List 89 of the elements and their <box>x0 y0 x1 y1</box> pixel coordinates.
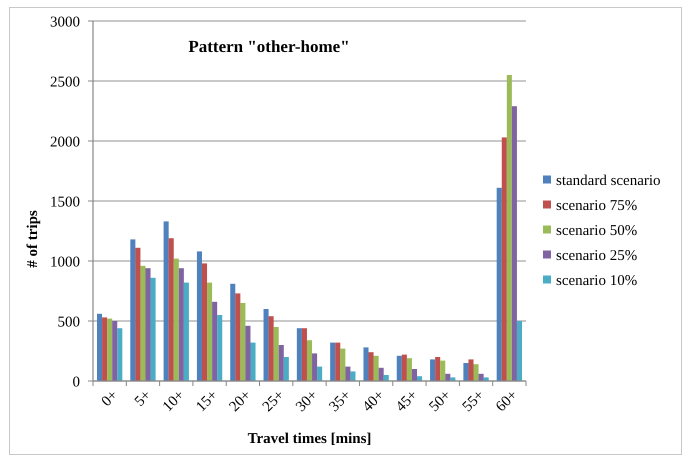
bar <box>516 321 522 381</box>
bar <box>217 315 222 381</box>
bar <box>374 356 379 381</box>
bar <box>184 282 189 381</box>
x-tick-label: 55+ <box>460 387 488 416</box>
bar <box>406 358 412 381</box>
bar <box>268 316 274 381</box>
bar <box>302 328 307 381</box>
x-axis-title: Travel times [mins] <box>248 431 372 447</box>
y-axis-title: # of trips <box>25 210 41 268</box>
bar <box>384 375 389 381</box>
bar <box>296 328 302 381</box>
bar <box>284 357 289 381</box>
bar <box>474 364 479 381</box>
bar <box>463 363 468 381</box>
legend-label: scenario 10% <box>556 272 638 289</box>
bar <box>412 369 418 381</box>
bar <box>340 348 346 381</box>
y-tick-label: 1500 <box>50 194 80 210</box>
text: Pattern "other-home" <box>188 37 350 56</box>
bar <box>202 263 208 381</box>
bar <box>240 303 246 381</box>
bar <box>245 326 250 381</box>
bar <box>96 314 102 381</box>
bar <box>178 268 184 381</box>
bar <box>196 251 202 381</box>
bar <box>235 293 240 381</box>
y-tick-label: 3000 <box>50 14 80 30</box>
bar <box>112 321 118 381</box>
y-tick-label: 2000 <box>50 134 80 150</box>
bar <box>440 360 446 381</box>
bar <box>250 342 256 381</box>
x-tick-label: 25+ <box>260 387 288 416</box>
x-tick-label: 60+ <box>492 387 521 416</box>
x-tick-label: 45+ <box>393 387 421 416</box>
legend-label: scenario 25% <box>556 248 638 264</box>
bar <box>107 318 112 381</box>
bar <box>335 342 340 381</box>
bar <box>150 278 156 381</box>
legend-label: standard scenario <box>556 172 661 189</box>
bar <box>502 137 507 381</box>
bar <box>468 359 474 381</box>
x-tick-label: 20+ <box>226 387 254 416</box>
bar <box>212 302 218 381</box>
bar <box>278 345 284 381</box>
bar <box>402 354 407 381</box>
x-tick-label: 50+ <box>426 387 454 416</box>
x-tick-label: 0+ <box>98 387 122 410</box>
x-tick-label: 35+ <box>326 387 354 416</box>
bar <box>130 239 136 381</box>
bar <box>306 340 312 381</box>
bar <box>350 371 356 381</box>
bar <box>117 328 122 381</box>
x-tick-label: 30+ <box>293 387 322 416</box>
bar <box>102 317 108 381</box>
y-tick-label: 0 <box>72 374 80 390</box>
x-tick-label: 15+ <box>193 387 222 416</box>
y-tick-label: 500 <box>58 314 80 330</box>
bar <box>264 309 269 381</box>
bar <box>378 368 384 381</box>
bar <box>207 282 212 381</box>
bar <box>430 359 436 381</box>
x-tick-label: 5+ <box>132 387 154 410</box>
bar <box>140 266 146 381</box>
bar <box>396 356 402 381</box>
bar <box>135 248 140 381</box>
y-tick-label: 2500 <box>50 74 80 90</box>
x-tick-label: 40+ <box>360 387 388 416</box>
bar <box>274 327 279 381</box>
bar <box>145 268 151 381</box>
bar <box>496 188 502 381</box>
bar <box>317 366 322 381</box>
bar <box>368 352 374 381</box>
legend-label: scenario 75% <box>556 198 638 214</box>
bar <box>435 357 440 381</box>
bar <box>164 221 169 381</box>
bar <box>506 75 512 381</box>
bar <box>312 353 318 381</box>
y-tick-label: 1000 <box>50 254 80 270</box>
x-tick-label: 10+ <box>160 387 188 416</box>
bar <box>363 347 369 381</box>
bar <box>330 342 336 381</box>
bar <box>168 238 174 381</box>
bar <box>174 258 179 381</box>
bar <box>512 106 517 381</box>
bar <box>230 284 236 381</box>
legend-label: scenario 50% <box>556 222 638 239</box>
bar <box>345 366 350 381</box>
bar <box>417 376 422 381</box>
